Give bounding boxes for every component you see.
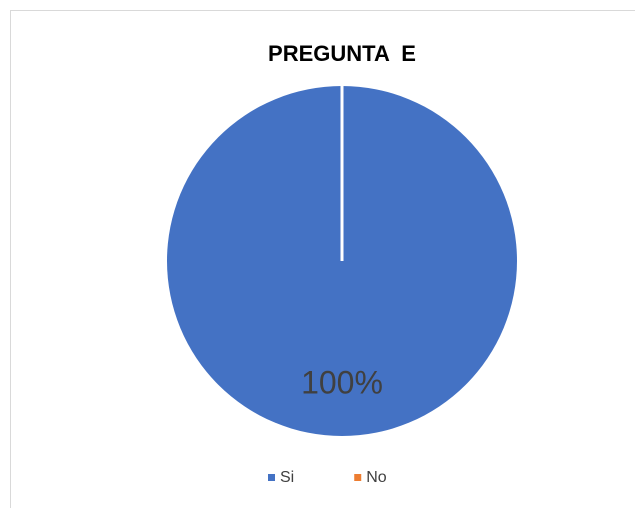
- legend-label: No: [366, 469, 387, 486]
- legend-label: Si: [280, 469, 294, 486]
- legend-swatch: [268, 474, 275, 481]
- chart-title: PREGUNTA E: [268, 41, 416, 66]
- data-label: 100%: [301, 365, 383, 401]
- legend-swatch: [354, 474, 362, 481]
